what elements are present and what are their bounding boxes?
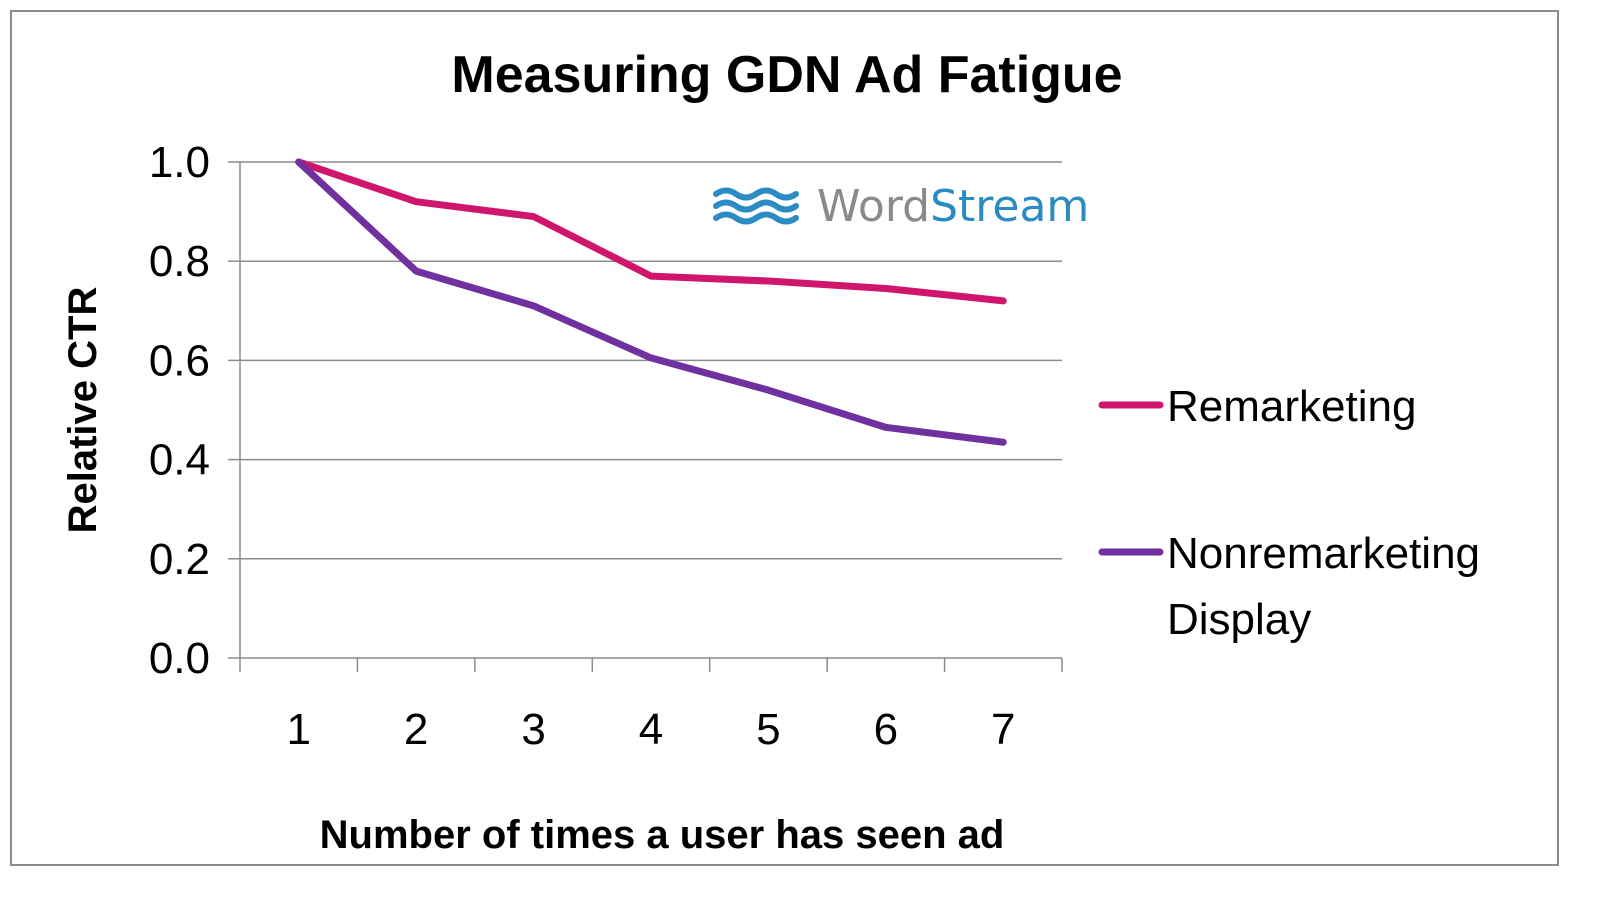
logo-stream-part: Stream (930, 181, 1089, 232)
y-axis-title: Relative CTR (61, 287, 105, 534)
legend: Remarketing Nonremarketing Display (1098, 382, 1480, 644)
series-lines (295, 158, 1007, 446)
wave-icon (713, 187, 799, 225)
x-tick-label: 1 (286, 705, 310, 754)
series-line-nonremarketing-display (295, 158, 1007, 446)
x-tick-labels: 1 2 3 4 5 6 7 (286, 705, 1015, 754)
axes (228, 161, 1063, 672)
series-line-remarketing (295, 158, 1007, 305)
x-tick-label: 5 (756, 705, 780, 754)
y-tick-labels: 0.0 0.2 0.4 0.6 0.8 1.0 (149, 138, 210, 683)
y-tick-label: 1.0 (149, 138, 210, 187)
y-tick-label: 0.8 (149, 237, 210, 286)
x-axis-title: Number of times a user has seen ad (320, 813, 1005, 857)
logo-word-part: Word (817, 181, 930, 232)
legend-label: Remarketing (1167, 382, 1416, 431)
chart-frame: Measuring GDN Ad Fatigue 0.0 0.2 0.4 0.6 0.8… (10, 10, 1559, 866)
x-tick-label: 6 (874, 705, 898, 754)
wordstream-logo: WordStream (713, 181, 1089, 232)
y-tick-label: 0.6 (149, 336, 210, 385)
y-tick-label: 0.4 (149, 436, 210, 485)
x-tick-label: 7 (991, 705, 1015, 754)
x-tick-label: 4 (639, 705, 663, 754)
wordstream-logo-text: WordStream (817, 181, 1089, 232)
legend-label: Nonremarketing Display (1167, 529, 1480, 644)
x-tick-label: 3 (521, 705, 545, 754)
chart-title: Measuring GDN Ad Fatigue (451, 46, 1122, 104)
x-tick-label: 2 (404, 705, 428, 754)
y-tick-label: 0.0 (149, 634, 210, 683)
y-tick-label: 0.2 (149, 535, 210, 584)
line-chart: Measuring GDN Ad Fatigue 0.0 0.2 0.4 0.6 0.8… (61, 46, 1480, 857)
